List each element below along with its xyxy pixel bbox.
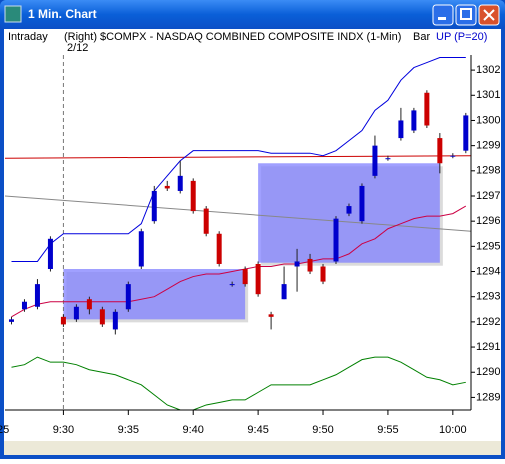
x-tick-label: 9:30 [53,424,74,436]
candle-body [450,155,456,157]
candle-body [138,231,144,267]
candle-body [398,120,404,139]
highlight-region [63,269,246,320]
candle-body [151,190,157,222]
candle-body [229,284,235,286]
candle-body [99,309,105,325]
header-date: 2/12 [67,42,88,54]
y-tick-label: 1289 [476,391,500,403]
candle-body [424,92,430,126]
candle-body [372,145,378,176]
x-tick-label: 9:35 [118,424,139,436]
close-icon [483,9,495,21]
candle-body [112,311,118,330]
y-tick-label: 1301 [476,89,500,101]
y-tick-label: 1294 [476,265,500,277]
candle-body [411,110,417,131]
window-title: 1 Min. Chart [28,7,97,21]
y-tick-label: 1300 [476,114,500,126]
indicator-line [11,356,466,411]
header-left: Intraday [8,31,48,43]
candle-body [216,233,222,264]
candle-body [255,263,261,295]
level-line [4,155,472,159]
plot: Intraday (Right) $COMPX - NASDAQ COMBINE… [0,31,500,436]
x-tick-label: 10:00 [439,424,467,436]
minimize-button[interactable] [432,4,454,26]
x-tick-label: 9:55 [377,424,398,436]
header-mode: Bar [413,31,430,43]
candle-body [203,208,209,234]
candle-body [73,306,79,320]
candle-body [164,185,170,189]
candle-body [242,269,248,285]
x-tick-label: 9:45 [247,424,268,436]
candle-body [294,261,300,267]
y-tick-label: 1292 [476,316,500,328]
y-tick-label: 1293 [476,291,500,303]
app-icon [4,5,22,23]
header-indicator: UP (P=20) [436,31,487,43]
candle-body [346,206,352,214]
candle-body [47,238,53,270]
minimize-icon [438,17,446,20]
candle-body [437,138,443,164]
candle-body [125,284,131,310]
candle-body [86,299,92,310]
indicator-line [11,57,466,262]
y-tick-label: 1299 [476,140,500,152]
candle-body [463,115,469,151]
candle-body [307,258,313,272]
x-tick-label: 9:25 [0,424,9,436]
candle-body [60,316,66,325]
candle-body [320,266,326,282]
y-tick-label: 1291 [476,341,500,353]
title-bar [0,0,505,29]
maximize-icon [460,8,472,20]
y-tick-label: 1302 [476,64,500,76]
candle-body [21,301,27,310]
header-main: (Right) $COMPX - NASDAQ COMBINED COMPOSI… [64,31,401,43]
x-tick-label: 9:50 [312,424,333,436]
candle-body [190,180,196,212]
candle-body [34,284,40,307]
candle-body [333,218,339,262]
candle-body [177,175,183,191]
candle-body [8,319,14,322]
y-tick-label: 1298 [476,165,500,177]
y-tick-label: 1295 [476,240,500,252]
candle-body [268,314,274,317]
candle-body [281,284,287,300]
level-line [4,195,472,232]
y-tick-label: 1297 [476,190,500,202]
candle-body [385,158,391,160]
x-tick-label: 9:40 [183,424,204,436]
y-tick-label: 1290 [476,366,500,378]
y-tick-label: 1296 [476,215,500,227]
candle-body [359,185,365,222]
